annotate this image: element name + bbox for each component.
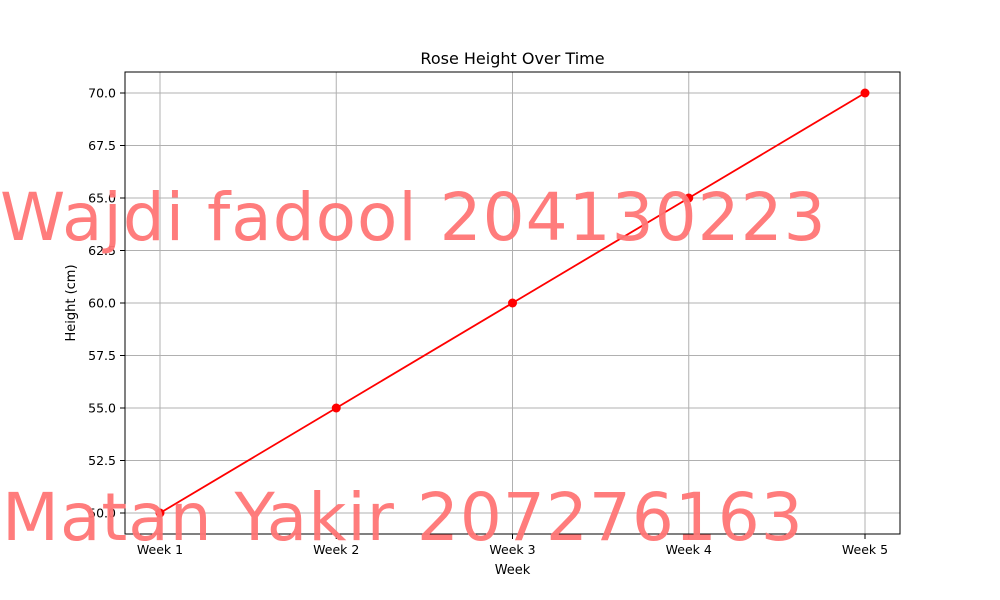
x-tick-label: Week 2 (313, 542, 359, 557)
series-layer (155, 88, 870, 518)
watermark-text-2: Matan Yakir 207276163 (2, 479, 804, 556)
data-point (155, 508, 165, 518)
x-tick-label: Week 5 (842, 542, 888, 557)
y-tick-label: 67.5 (88, 138, 116, 153)
y-tick-label: 52.5 (88, 453, 116, 468)
axis-ticks: Week 1 Week 2 Week 3 Week 4 Week 5 50.0 52.5 55… (88, 86, 888, 558)
y-tick-label: 57.5 (88, 348, 116, 363)
data-point (860, 88, 870, 98)
grid (125, 72, 900, 534)
x-tick-label: Week 1 (137, 542, 183, 557)
y-tick-label: 62.5 (88, 243, 116, 258)
y-axis-label: Height (cm) (64, 264, 79, 341)
chart-title: Rose Height Over Time (420, 49, 604, 68)
y-tick-label: 70.0 (88, 86, 116, 101)
x-tick-label: Week 3 (489, 542, 535, 557)
y-tick-label: 65.0 (88, 191, 116, 206)
watermark-text-1: Wajdi fadool 204130223 (0, 179, 827, 256)
x-axis-label: Week (495, 563, 531, 578)
y-tick-label: 60.0 (88, 296, 116, 311)
y-tick-label: 50.0 (88, 506, 116, 521)
data-point (684, 193, 694, 203)
data-point (508, 298, 517, 308)
data-point (331, 403, 341, 413)
y-tick-label: 55.0 (88, 401, 116, 416)
x-tick-label: Week 4 (666, 542, 712, 557)
